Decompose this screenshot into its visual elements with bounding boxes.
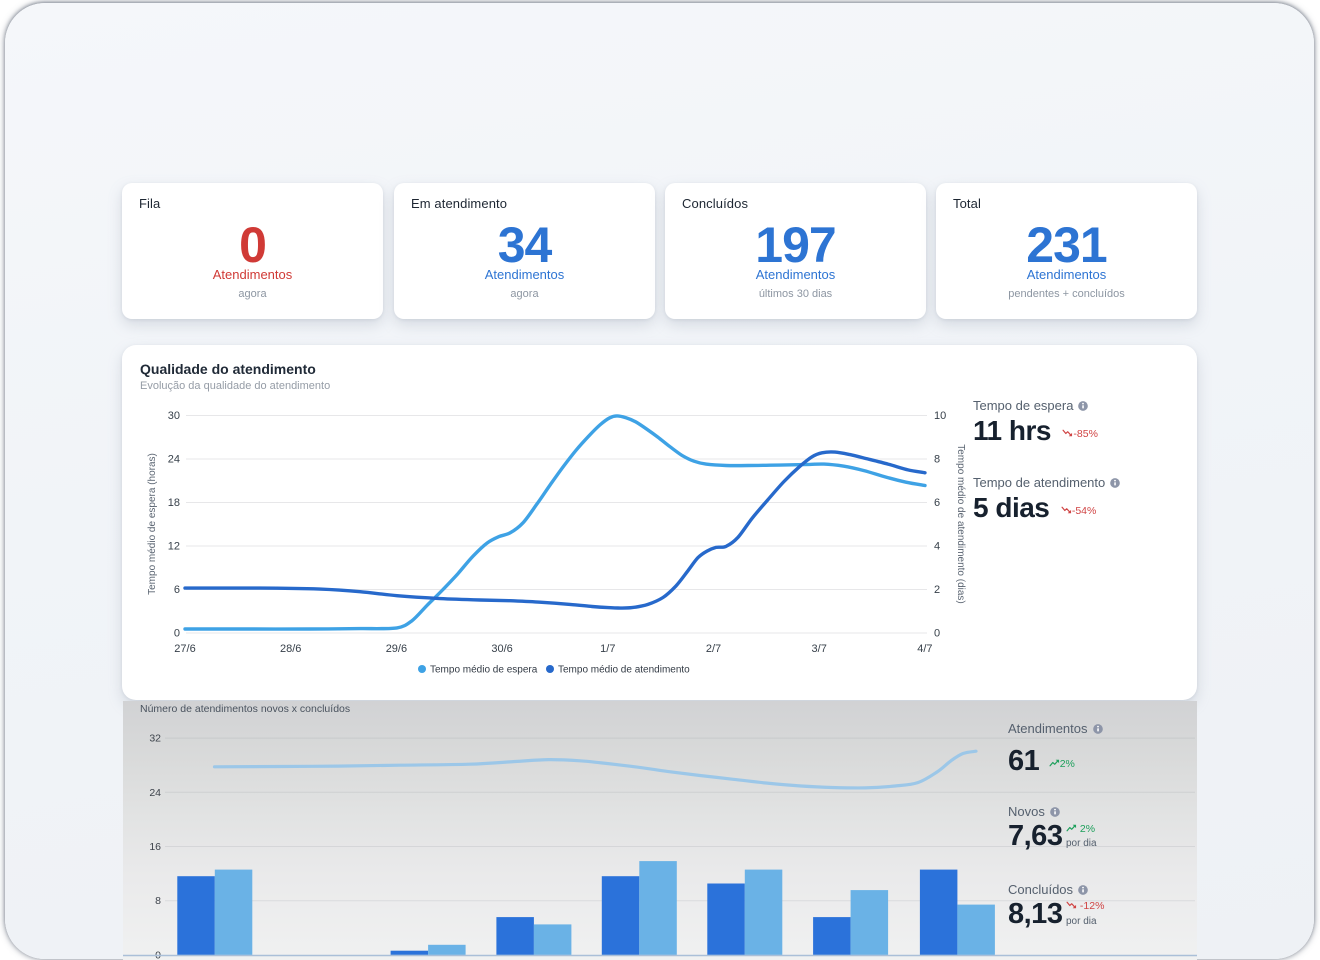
- svg-text:4/7: 4/7: [917, 643, 932, 655]
- svg-text:2: 2: [934, 584, 940, 596]
- svg-text:32: 32: [149, 733, 161, 745]
- svg-text:4: 4: [934, 541, 940, 553]
- svg-text:29/6: 29/6: [386, 643, 407, 655]
- svg-text:30: 30: [168, 410, 180, 422]
- svg-text:6: 6: [174, 584, 180, 596]
- svg-text:1/7: 1/7: [600, 643, 615, 655]
- svg-text:Tempo médio de espera: Tempo médio de espera: [430, 665, 538, 676]
- svg-text:16: 16: [149, 841, 161, 853]
- svg-text:27/6: 27/6: [174, 643, 195, 655]
- svg-text:10: 10: [934, 410, 946, 422]
- svg-text:6: 6: [934, 497, 940, 509]
- svg-text:28/6: 28/6: [280, 643, 301, 655]
- svg-text:0: 0: [174, 628, 180, 640]
- svg-text:0: 0: [934, 628, 940, 640]
- svg-text:12: 12: [168, 541, 180, 553]
- svg-text:Tempo médio de atendimento: Tempo médio de atendimento: [558, 665, 690, 676]
- svg-text:3/7: 3/7: [812, 643, 827, 655]
- svg-text:Tempo médio de espera (horas): Tempo médio de espera (horas): [147, 453, 158, 595]
- svg-text:2/7: 2/7: [706, 643, 721, 655]
- svg-text:30/6: 30/6: [491, 643, 512, 655]
- svg-text:Tempo médio de atendimento (di: Tempo médio de atendimento (dias): [955, 444, 966, 604]
- svg-text:24: 24: [149, 787, 161, 799]
- svg-text:18: 18: [168, 497, 180, 509]
- svg-text:8: 8: [155, 895, 161, 907]
- svg-text:24: 24: [168, 454, 180, 466]
- svg-text:8: 8: [934, 454, 940, 466]
